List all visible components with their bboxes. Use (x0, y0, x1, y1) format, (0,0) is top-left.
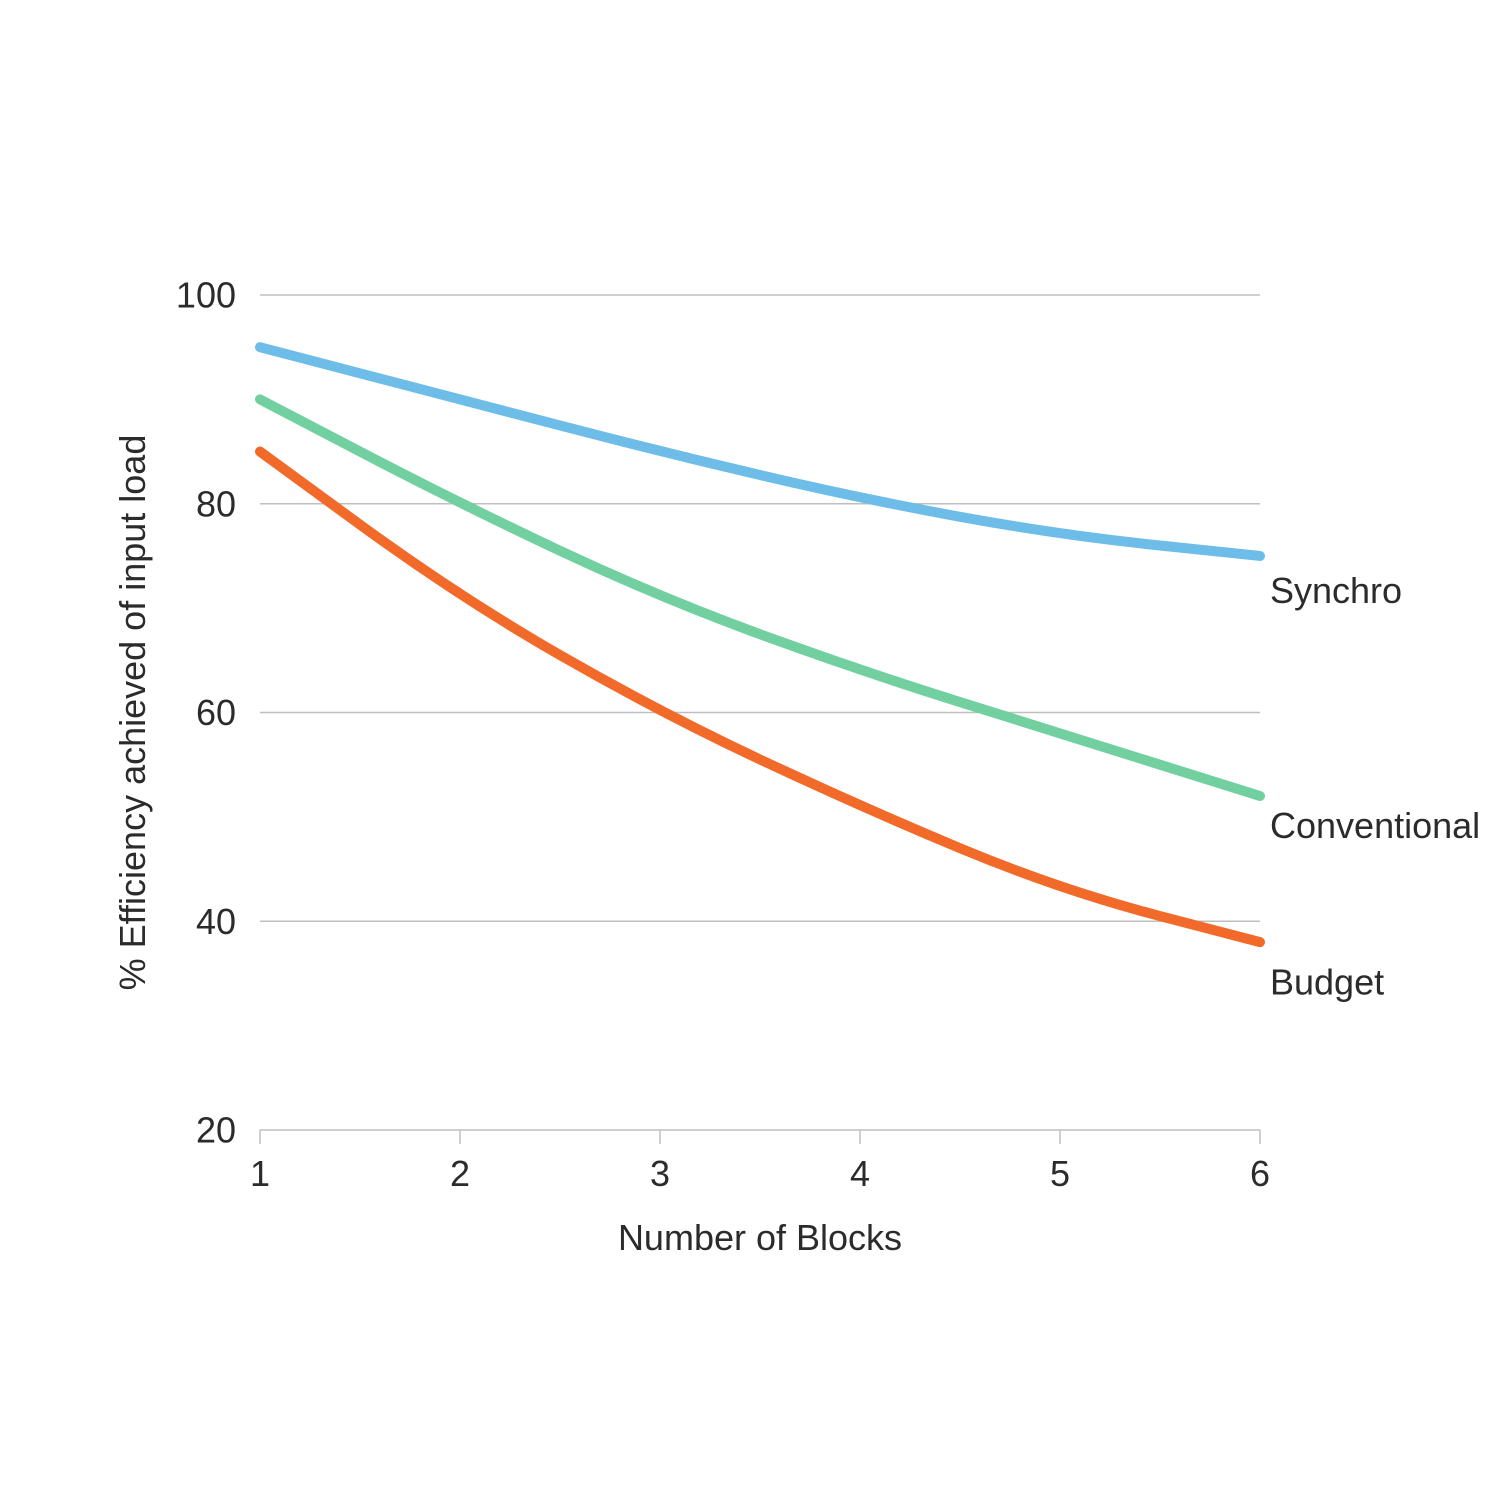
series-label-synchro: Synchro (1270, 570, 1402, 611)
x-tick-label: 2 (450, 1153, 470, 1194)
chart-svg: 1 2 3 4 5 6 20 40 60 80 100 Synchro Conventional Budg… (0, 0, 1500, 1500)
y-tick-label: 20 (196, 1110, 236, 1151)
x-tick-label: 5 (1050, 1153, 1070, 1194)
y-axis-label: % Efficiency achieved of input load (112, 435, 153, 991)
series-budget (260, 452, 1260, 943)
x-tick-label: 1 (250, 1153, 270, 1194)
x-tick-label: 6 (1250, 1153, 1270, 1194)
series-conventional (260, 399, 1260, 796)
series-synchro (260, 347, 1260, 556)
y-tick-label: 60 (196, 692, 236, 733)
x-axis-label: Number of Blocks (618, 1217, 902, 1258)
y-tick-label: 100 (176, 275, 236, 316)
series-label-conventional: Conventional (1270, 805, 1480, 846)
x-tick-label: 4 (850, 1153, 870, 1194)
efficiency-line-chart: 1 2 3 4 5 6 20 40 60 80 100 Synchro Conventional Budg… (0, 0, 1500, 1500)
y-tick-label: 80 (196, 483, 236, 524)
y-tick-label: 40 (196, 901, 236, 942)
x-tick-label: 3 (650, 1153, 670, 1194)
series-label-budget: Budget (1270, 961, 1384, 1002)
